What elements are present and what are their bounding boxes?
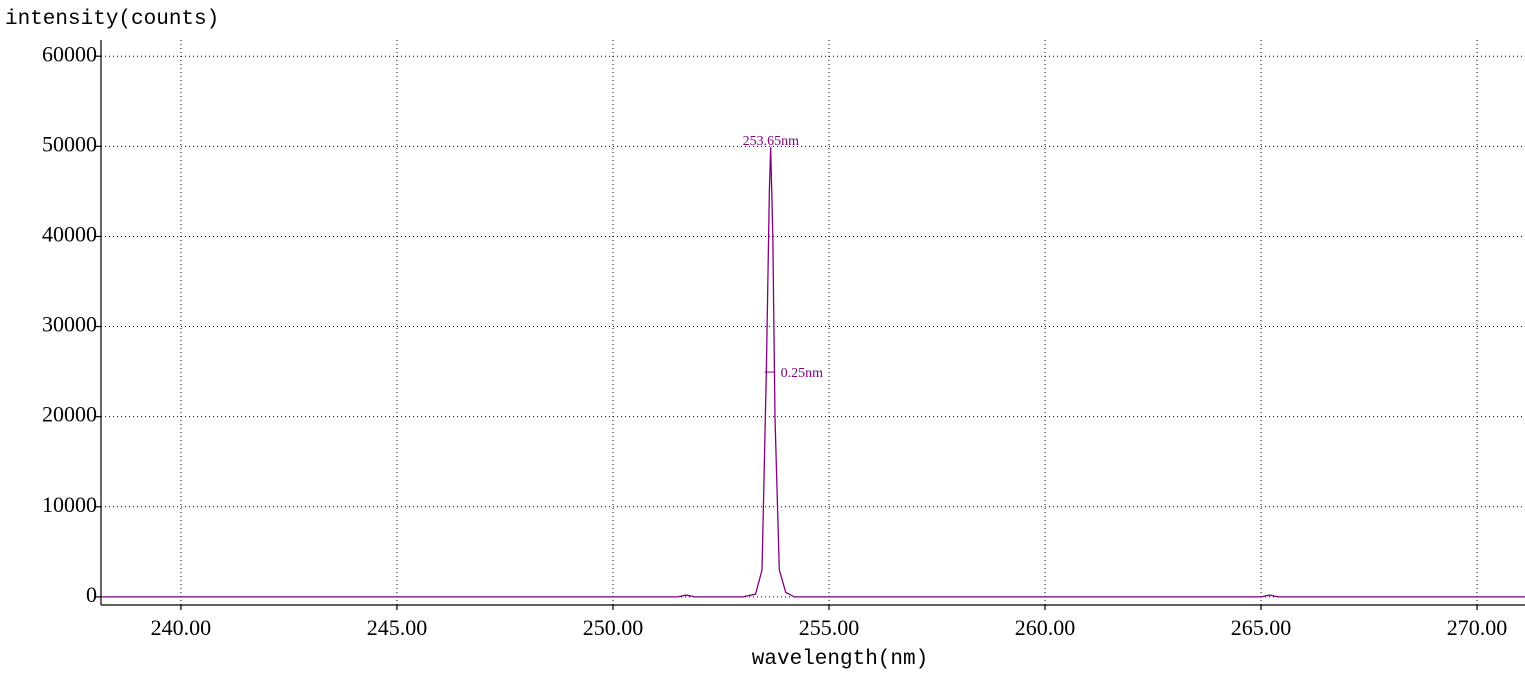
x-tick-label: 250.00 xyxy=(583,615,644,640)
peak-annotation: 253.65nm xyxy=(743,134,800,149)
x-tick-label: 260.00 xyxy=(1015,615,1076,640)
x-tick-label: 245.00 xyxy=(367,615,428,640)
y-tick-label: 60000 xyxy=(42,41,97,66)
x-tick-label: 270.00 xyxy=(1447,615,1508,640)
y-tick-label: 40000 xyxy=(42,221,97,246)
y-tick-label: 30000 xyxy=(42,312,97,337)
x-tick-label: 265.00 xyxy=(1231,615,1292,640)
y-tick-label: 0 xyxy=(86,582,97,607)
y-tick-label: 20000 xyxy=(42,402,97,427)
spectrum-line xyxy=(101,147,1525,598)
x-tick-label: 240.00 xyxy=(151,615,212,640)
y-tick-label: 50000 xyxy=(42,131,97,156)
x-tick-label: 255.00 xyxy=(799,615,860,640)
fwhm-annotation: 0.25nm xyxy=(781,366,824,381)
y-tick-label: 10000 xyxy=(42,492,97,517)
y-axis-title: intensity(counts) xyxy=(5,8,219,31)
x-axis-title: wavelength(nm) xyxy=(752,648,928,671)
